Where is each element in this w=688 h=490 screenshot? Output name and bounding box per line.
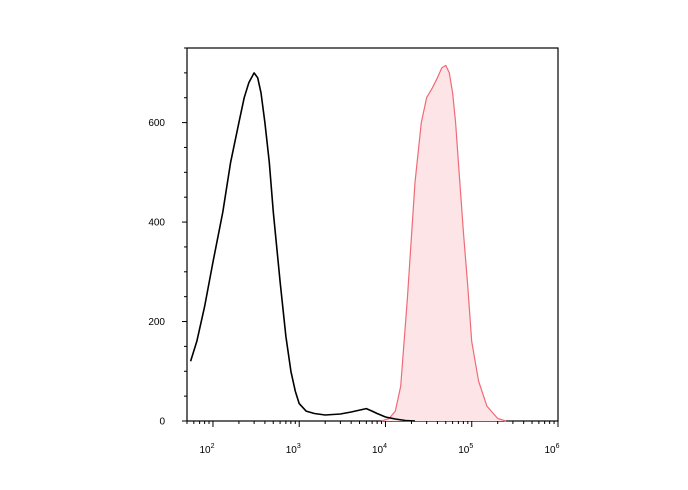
x-tick-label-base: 10 <box>372 445 384 456</box>
y-tick-label: 0 <box>159 417 165 428</box>
filled-histogram-outline <box>381 64 507 422</box>
x-tick-label: 102 <box>199 443 214 456</box>
series-layer <box>189 64 507 422</box>
y-tick-label: 400 <box>148 218 165 229</box>
x-tick-label-base: 10 <box>199 445 211 456</box>
x-tick-label: 105 <box>458 443 473 456</box>
x-tick-label-exponent: 3 <box>297 443 301 450</box>
control-histogram-line <box>189 72 416 422</box>
x-tick-label: 104 <box>372 443 387 456</box>
x-tick-label-exponent: 6 <box>556 443 560 450</box>
x-tick-label-base: 10 <box>458 445 470 456</box>
x-tick-label-exponent: 2 <box>211 443 215 450</box>
filled-histogram-area <box>381 65 507 422</box>
x-tick-label: 106 <box>544 443 559 456</box>
x-tick-label: 103 <box>286 443 301 456</box>
x-tick-label-base: 10 <box>544 445 556 456</box>
y-tick-label: 200 <box>148 317 165 328</box>
x-tick-label-exponent: 5 <box>469 443 473 450</box>
x-tick-label-exponent: 4 <box>383 443 387 450</box>
y-tick-label: 600 <box>148 118 165 129</box>
x-tick-label-base: 10 <box>286 445 298 456</box>
